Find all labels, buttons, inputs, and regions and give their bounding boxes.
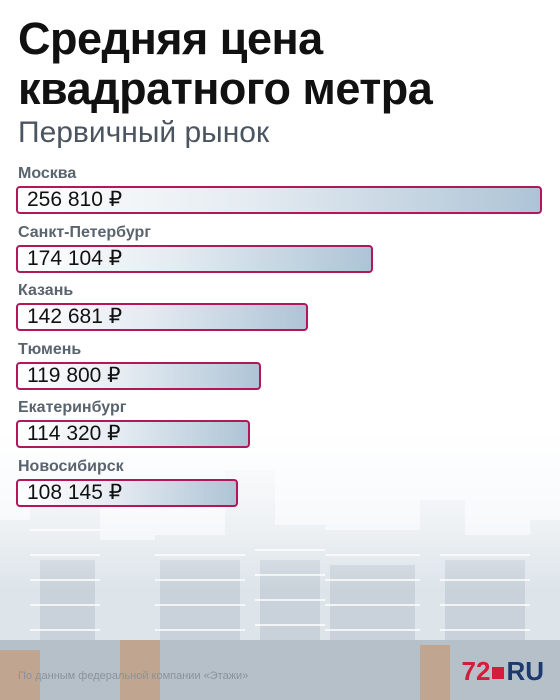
source-footnote: По данным федеральной компании «Этажи» xyxy=(18,670,249,682)
logo-number: 72 xyxy=(461,655,491,686)
bar-value-label: 256 810 ₽ xyxy=(27,188,123,211)
bar: 119 800 ₽ xyxy=(16,361,261,390)
title-line-2: квадратного метра xyxy=(18,63,433,114)
city-label: Санкт-Петербург xyxy=(18,223,151,241)
bar-value-label: 114 320 ₽ xyxy=(27,422,121,445)
bar: 174 104 ₽ xyxy=(16,244,373,273)
city-label: Новосибирск xyxy=(18,457,124,475)
subtitle: Первичный рынок xyxy=(18,116,270,149)
page-title: Средняя цена квадратного метра xyxy=(18,13,433,114)
city-label: Тюмень xyxy=(18,340,82,358)
bar-value-label: 119 800 ₽ xyxy=(27,363,121,387)
bar: 114 320 ₽ xyxy=(16,420,250,448)
logo-suffix: RU xyxy=(506,655,544,686)
title-line-1: Средняя цена xyxy=(18,13,323,64)
city-label: Москва xyxy=(18,165,77,182)
bar-value-label: 108 145 ₽ xyxy=(27,480,123,504)
bar: 108 145 ₽ xyxy=(16,478,238,507)
city-label: Екатеринбург xyxy=(18,399,127,416)
bar-value-label: 142 681 ₽ xyxy=(27,305,123,328)
logo-72ru: 72 RU xyxy=(462,654,544,688)
logo-square-icon xyxy=(492,667,505,679)
city-label: Казань xyxy=(18,282,74,299)
bar-value-label: 174 104 ₽ xyxy=(27,246,123,270)
bar: 142 681 ₽ xyxy=(16,303,308,331)
bar: 256 810 ₽ xyxy=(16,186,542,214)
